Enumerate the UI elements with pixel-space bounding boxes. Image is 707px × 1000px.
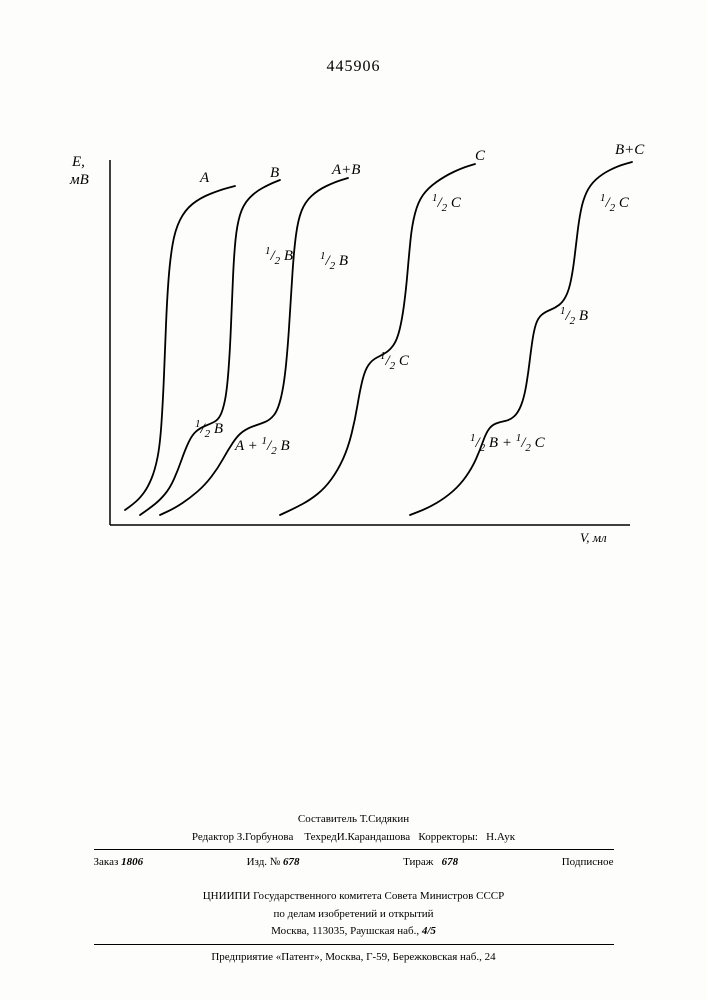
- curve-mid-label-C-1: 1/2 C: [432, 192, 461, 214]
- editor-label: Редактор: [192, 831, 234, 843]
- composer-label: Составитель: [298, 813, 357, 825]
- order-value: 1806: [121, 856, 143, 868]
- curve-top-label-A+B: A+B: [332, 162, 360, 179]
- x-axis-label: V, мл: [580, 530, 607, 546]
- curve-A: [125, 186, 235, 510]
- chart-svg: [70, 150, 640, 570]
- curve-mid-label-B-1: 1/2 B: [265, 245, 293, 267]
- order-label: Заказ: [94, 856, 119, 868]
- curve-mid-label-B+C-0: 1/2 B + 1/2 C: [470, 432, 545, 454]
- org-line-3a: Москва, 113035, Раушская наб.,: [271, 925, 419, 937]
- press-line: Предприятие «Патент», Москва, Г-59, Бере…: [0, 949, 707, 966]
- curve-mid-label-A+B-1: 1/2 B: [320, 250, 348, 272]
- y-axis-unit: мВ: [70, 172, 89, 189]
- org-line-2: по делам изобретений и открытий: [0, 906, 707, 923]
- curve-C: [280, 164, 475, 515]
- curve-A+B: [160, 178, 348, 515]
- y-axis-label: E,: [72, 154, 85, 171]
- curve-B: [140, 180, 280, 515]
- izd-label: Изд. №: [247, 856, 281, 868]
- curve-mid-label-B-0: 1/2 B: [195, 418, 223, 440]
- techred-label: Техред: [304, 831, 336, 843]
- curve-mid-label-C-0: 1/2 C: [380, 350, 409, 372]
- editor-name: З.Горбунова: [237, 831, 294, 843]
- izd-value: 678: [283, 856, 300, 868]
- composer-name: Т.Сидякин: [360, 813, 409, 825]
- techred-name: И.Карандашова: [337, 831, 410, 843]
- curve-top-label-A: A: [200, 170, 209, 187]
- curve-top-label-B: B: [270, 165, 279, 182]
- corrector-name: Н.Аук: [486, 831, 515, 843]
- document-number: 445906: [0, 58, 707, 76]
- org-line-1: ЦНИИПИ Государственного комитета Совета …: [0, 888, 707, 905]
- curve-B+C: [410, 162, 632, 515]
- curve-mid-label-B+C-1: 1/2 B: [560, 305, 588, 327]
- curve-mid-label-A+B-0: A + 1/2 B: [235, 435, 290, 457]
- curve-mid-label-B+C-2: 1/2 C: [600, 192, 629, 214]
- document-footer: Составитель Т.Сидякин Редактор З.Горбуно…: [0, 810, 707, 966]
- curve-top-label-B+C: B+C: [615, 142, 644, 159]
- org-line-3b: 4/5: [422, 925, 436, 937]
- titration-chart: E, мВ V, мл A B 1/2 B 1/2 B A+B A + 1/2 B 1/2 …: [70, 150, 640, 570]
- corrector-label: Корректоры:: [418, 831, 477, 843]
- podpisnoe-label: Подписное: [562, 854, 614, 871]
- tirazh-label: Тираж: [403, 856, 433, 868]
- curve-top-label-C: C: [475, 148, 485, 165]
- tirazh-value: 678: [442, 856, 459, 868]
